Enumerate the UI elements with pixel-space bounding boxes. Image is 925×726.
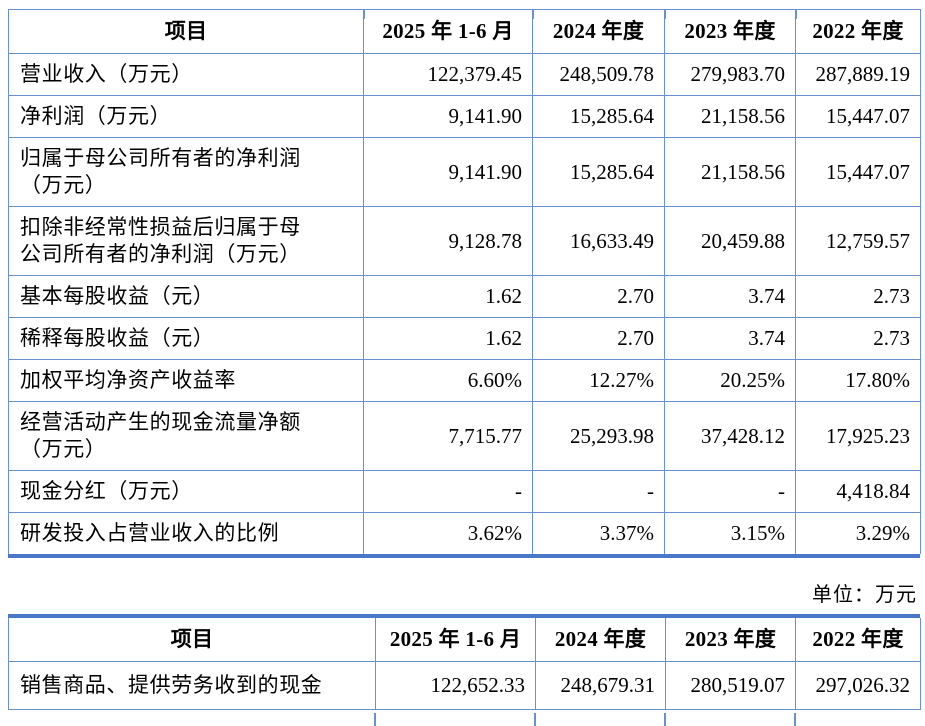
value-cell: 122,379.45 [363, 53, 533, 96]
row-label-cell: 归属于母公司所有者的净利润 （万元） [8, 137, 364, 207]
value-cell: 2.73 [795, 275, 921, 318]
table-row: 销售商品、提供劳务收到的现金 122,652.33 248,679.31 280,51… [8, 661, 921, 710]
row-label-cell: 加权平均净资产收益率 [8, 359, 364, 402]
column-header: 2024 年度 [535, 618, 666, 662]
row-label-cell: 营业收入（万元） [8, 53, 364, 96]
column-header: 2024 年度 [532, 9, 665, 54]
value-cell: 17.80% [795, 359, 921, 402]
table-row: 基本每股收益（元） 1.62 2.70 3.74 2.73 [8, 275, 921, 318]
value-cell: 2.70 [532, 275, 665, 318]
value-cell: 9,141.90 [363, 137, 533, 207]
table-row: 稀释每股收益（元） 1.62 2.70 3.74 2.73 [8, 317, 921, 360]
row-label-cell: 现金分红（万元） [8, 470, 364, 513]
table-row: 归属于母公司所有者的净利润 （万元） 9,141.90 15,285.64 21,15… [8, 137, 921, 207]
table-continuation-stub [363, 9, 365, 19]
table-continuation-stub [532, 9, 534, 19]
value-cell: 20.25% [664, 359, 796, 402]
column-header: 2022 年度 [795, 618, 921, 662]
value-cell: 37,428.12 [664, 401, 796, 471]
value-cell: 279,983.70 [664, 53, 796, 96]
value-cell: 9,128.78 [363, 206, 533, 276]
value-cell: 12.27% [532, 359, 665, 402]
value-cell: 16,633.49 [532, 206, 665, 276]
value-cell: 15,447.07 [795, 95, 921, 138]
value-cell: 9,141.90 [363, 95, 533, 138]
value-cell: 2.70 [532, 317, 665, 360]
column-header: 2025 年 1-6 月 [363, 9, 533, 54]
value-cell: - [532, 470, 665, 513]
column-header: 2025 年 1-6 月 [375, 618, 536, 662]
cash-flow-table: 项目 2025 年 1-6 月 2024 年度 2023 年度 2022 年度 销售商品… [8, 618, 921, 710]
row-label-cell: 扣除非经常性损益后归属于母 公司所有者的净利润（万元） [8, 206, 364, 276]
table-continuation-stub [795, 9, 797, 19]
value-cell: 3.74 [664, 317, 796, 360]
table-continuation-stub [534, 713, 536, 726]
table-top-rule [8, 614, 920, 618]
column-header: 项目 [8, 618, 376, 662]
row-label-cell: 稀释每股收益（元） [8, 317, 364, 360]
value-cell: 3.74 [664, 275, 796, 318]
header-row: 项目 2025 年 1-6 月 2024 年度 2023 年度 2022 年度 [8, 618, 921, 662]
value-cell: 248,509.78 [532, 53, 665, 96]
value-cell: 12,759.57 [795, 206, 921, 276]
column-header: 项目 [8, 9, 364, 54]
value-cell: 280,519.07 [665, 661, 796, 710]
value-cell: 15,447.07 [795, 137, 921, 207]
value-cell: 287,889.19 [795, 53, 921, 96]
column-header: 2022 年度 [795, 9, 921, 54]
unit-label: 单位：万元 [812, 584, 917, 606]
value-cell: 122,652.33 [375, 661, 536, 710]
table-bottom-rule [8, 554, 920, 558]
table-continuation-stub [664, 9, 666, 19]
value-cell: 3.62% [363, 512, 533, 554]
value-cell: 15,285.64 [532, 95, 665, 138]
column-header: 2023 年度 [665, 618, 796, 662]
value-cell: 2.73 [795, 317, 921, 360]
table-row: 经营活动产生的现金流量净额 （万元） 7,715.77 25,293.98 37,42… [8, 401, 921, 471]
row-label-cell: 经营活动产生的现金流量净额 （万元） [8, 401, 364, 471]
value-cell: 4,418.84 [795, 470, 921, 513]
value-cell: - [363, 470, 533, 513]
value-cell: 25,293.98 [532, 401, 665, 471]
table-row: 研发投入占营业收入的比例 3.62% 3.37% 3.15% 3.29% [8, 512, 921, 554]
row-label-cell: 研发投入占营业收入的比例 [8, 512, 364, 554]
value-cell: 297,026.32 [795, 661, 921, 710]
table-row: 营业收入（万元） 122,379.45 248,509.78 279,983.70 28… [8, 53, 921, 96]
value-cell: 3.29% [795, 512, 921, 554]
page: 项目 2025 年 1-6 月 2024 年度 2023 年度 2022 年度 营业收入… [0, 9, 925, 726]
value-cell: 7,715.77 [363, 401, 533, 471]
value-cell: 1.62 [363, 317, 533, 360]
row-label-cell: 基本每股收益（元） [8, 275, 364, 318]
value-cell: 21,158.56 [664, 95, 796, 138]
document-page: { "colors":{ "grid_blue":"#6b90d2", "rul… [0, 9, 925, 726]
row-label-cell: 销售商品、提供劳务收到的现金 [8, 661, 376, 710]
header-row: 项目 2025 年 1-6 月 2024 年度 2023 年度 2022 年度 [8, 9, 921, 54]
table-row: 现金分红（万元） - - -4,418.84 [8, 470, 921, 513]
value-cell: 21,158.56 [664, 137, 796, 207]
column-header: 2023 年度 [664, 9, 796, 54]
value-cell: 20,459.88 [664, 206, 796, 276]
value-cell: 3.37% [532, 512, 665, 554]
value-cell: 15,285.64 [532, 137, 665, 207]
row-label-cell: 净利润（万元） [8, 95, 364, 138]
table-row: 扣除非经常性损益后归属于母 公司所有者的净利润（万元） 9,128.78 16,63… [8, 206, 921, 276]
value-cell: 1.62 [363, 275, 533, 318]
table-row: 净利润（万元） 9,141.90 15,285.64 21,158.56 15,447.… [8, 95, 921, 138]
value-cell: 3.15% [664, 512, 796, 554]
value-cell: 248,679.31 [535, 661, 666, 710]
value-cell: 6.60% [363, 359, 533, 402]
table-continuation-stub [664, 713, 666, 726]
table-continuation-stub [374, 713, 376, 726]
value-cell: - [664, 470, 796, 513]
value-cell: 17,925.23 [795, 401, 921, 471]
financial-summary-table: 项目 2025 年 1-6 月 2024 年度 2023 年度 2022 年度 营业收入… [8, 9, 921, 554]
table-row: 加权平均净资产收益率 6.60% 12.27% 20.25% 17.80% [8, 359, 921, 402]
table-continuation-stub [794, 713, 796, 726]
